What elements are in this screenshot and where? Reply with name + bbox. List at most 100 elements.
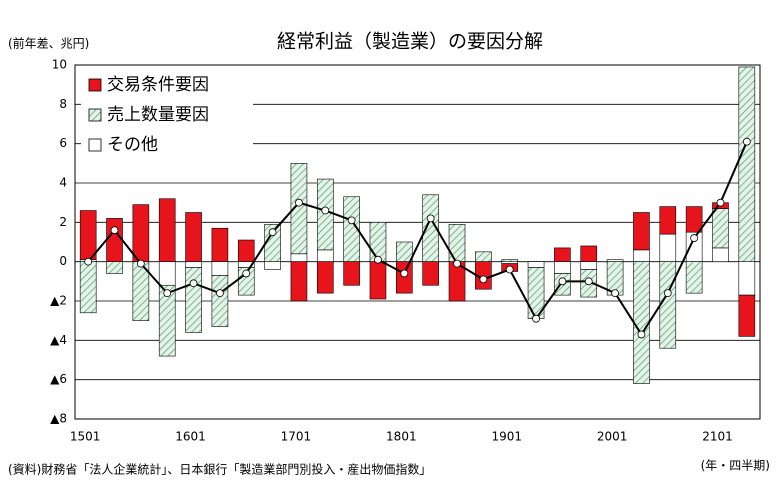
bar-segment (211, 261, 229, 276)
y-tick-label: ▲2 (50, 294, 67, 308)
bar-segment (316, 178, 334, 251)
total-point (84, 257, 93, 266)
bar-segment (633, 249, 650, 262)
bar-segment (106, 218, 123, 262)
bar-segment (475, 251, 492, 262)
bar-segment (738, 294, 756, 337)
total-point (295, 198, 303, 207)
total-point (690, 234, 699, 242)
chart-title: 経常利益（製造業）の要因分解 (277, 31, 543, 53)
total-point (216, 289, 224, 298)
total-point (637, 330, 646, 339)
total-point (584, 277, 593, 286)
bar-segment (712, 208, 729, 249)
total-point (136, 259, 145, 268)
bar-segment (343, 261, 360, 286)
bar-segment (659, 206, 677, 235)
x-tick-label: 2001 (597, 430, 628, 444)
legend-label: その他 (107, 135, 158, 155)
total-point (374, 255, 382, 264)
bar-segment (79, 210, 97, 261)
total-point (453, 259, 461, 268)
legend-label: 交易条件要因 (107, 75, 209, 95)
bar-segment (158, 261, 176, 286)
legend-label: 売上数量要因 (107, 105, 209, 125)
total-point (479, 275, 488, 284)
total-point (505, 265, 514, 274)
bar-segment (316, 249, 334, 262)
bar-segment (554, 261, 571, 274)
bar-segment (316, 261, 334, 294)
total-point (532, 314, 540, 323)
bar-segment (264, 261, 281, 270)
bar-segment (211, 275, 229, 327)
bar-segment (290, 163, 308, 255)
bar-segment (132, 204, 150, 262)
bar-segment (685, 261, 703, 294)
x-axis-label: (年・四半期) (701, 459, 770, 473)
total-point (347, 216, 356, 225)
bar-segment (659, 261, 677, 349)
bar-segment (185, 212, 202, 262)
y-tick-label: ▲8 (50, 412, 67, 426)
bar-segment (396, 261, 413, 294)
x-tick-label: 1901 (491, 430, 522, 444)
bar-segment (185, 261, 202, 268)
bar-segment (448, 224, 466, 262)
bar-segment (237, 267, 255, 296)
total-point (742, 137, 751, 146)
bar-segment (369, 261, 387, 300)
bar-segment (685, 206, 703, 233)
total-point (663, 289, 672, 298)
x-tick-label: 1701 (281, 430, 312, 444)
y-tick-label: 0 (59, 254, 67, 268)
bar-segment (501, 259, 519, 262)
bar-segment (422, 261, 439, 286)
legend-swatch (88, 138, 102, 152)
bar-segment (211, 227, 229, 262)
legend-box (81, 69, 253, 165)
bar-segment (158, 284, 176, 357)
bar-segment (659, 233, 677, 262)
bar-segment (369, 222, 387, 262)
bar-segment (527, 261, 545, 268)
total-point (110, 226, 119, 235)
plot-frame (74, 64, 761, 420)
bar-segment (79, 261, 97, 314)
total-point (426, 214, 435, 223)
bar-segment (185, 267, 202, 333)
bar-segment (633, 261, 650, 384)
total-point (716, 198, 725, 207)
total-point (268, 228, 277, 237)
total-point (189, 279, 198, 288)
total-point (163, 289, 172, 298)
y-tick-label: 8 (59, 97, 67, 111)
x-tick-label: 1501 (70, 430, 101, 444)
y-tick-label: ▲4 (50, 333, 67, 347)
bar-segment (158, 198, 176, 262)
bar-segment (580, 261, 598, 270)
y-tick-label: 10 (52, 58, 67, 72)
y-axis-label: (前年差、兆円) (8, 36, 89, 51)
x-tick-label: 2101 (702, 430, 733, 444)
bar-segment (738, 66, 756, 262)
y-tick-label: 6 (59, 136, 67, 150)
total-point (558, 277, 567, 286)
x-tick-label: 1601 (175, 430, 206, 444)
bar-segment (290, 261, 308, 302)
legend-swatch (88, 78, 102, 92)
y-tick-label: ▲6 (50, 372, 67, 386)
total-line (87, 141, 748, 337)
bar-segment (106, 261, 123, 274)
bar-segment (712, 247, 729, 262)
x-tick-label: 1801 (386, 430, 417, 444)
bar-segment (633, 212, 650, 251)
total-point (400, 269, 409, 278)
total-point (611, 289, 619, 298)
bar-segment (237, 239, 255, 262)
legend-swatch (88, 108, 102, 122)
total-point (242, 269, 251, 278)
bar-segment (738, 261, 756, 296)
bar-segment (580, 245, 598, 262)
